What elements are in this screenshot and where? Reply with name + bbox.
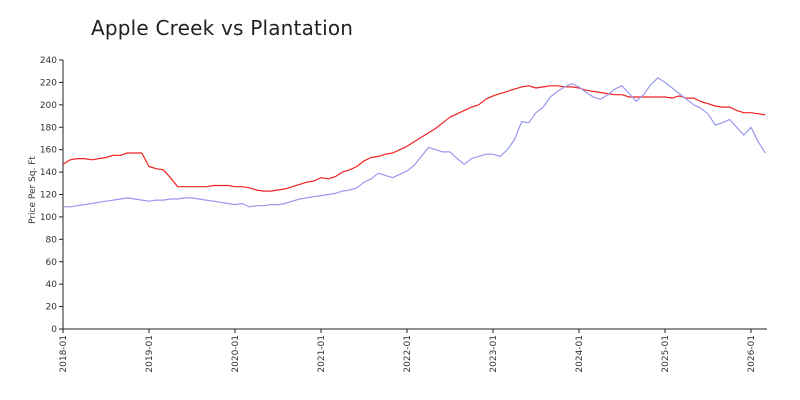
x-tick-label: 2024-01: [575, 335, 585, 373]
y-tick-label: 120: [40, 191, 57, 201]
x-tick-label: 2021-01: [317, 335, 327, 373]
x-axis: 2018-01 2019-01 2020-01 2021-01 2022-01 2023-…: [59, 328, 767, 373]
x-tick-label: 2025-01: [661, 335, 671, 373]
x-tick-label: 2023-01: [489, 335, 499, 373]
y-tick-label: 140: [40, 168, 57, 178]
series-line-2: [63, 77, 766, 208]
series-lines: [62, 77, 766, 208]
y-tick-label: 100: [40, 213, 57, 223]
y-tick-label: 200: [40, 101, 57, 111]
y-tick-label: 180: [40, 123, 57, 133]
series-line-1: [62, 85, 766, 192]
y-tick-label: 60: [46, 258, 58, 268]
y-tick-label: 40: [46, 280, 58, 290]
y-tick-label: 80: [46, 235, 58, 245]
y-tick-label: 240: [40, 56, 57, 66]
x-tick-label: 2020-01: [231, 335, 241, 373]
y-axis: 0 20 40 60 80 100 120 140 160 180 200 220 240: [40, 56, 64, 335]
y-axis-label: Price Per Sq. Ft: [28, 156, 38, 224]
x-tick-label: 2018-01: [59, 335, 69, 373]
chart-title: Apple Creek vs Plantation: [91, 16, 354, 40]
y-tick-label: 20: [46, 303, 58, 313]
y-tick-label: 0: [51, 325, 57, 335]
x-tick-label: 2026-01: [747, 335, 757, 373]
y-tick-label: 160: [40, 146, 57, 156]
y-tick-label: 220: [40, 78, 57, 88]
x-tick-label: 2022-01: [403, 335, 413, 373]
x-tick-label: 2019-01: [145, 335, 155, 373]
